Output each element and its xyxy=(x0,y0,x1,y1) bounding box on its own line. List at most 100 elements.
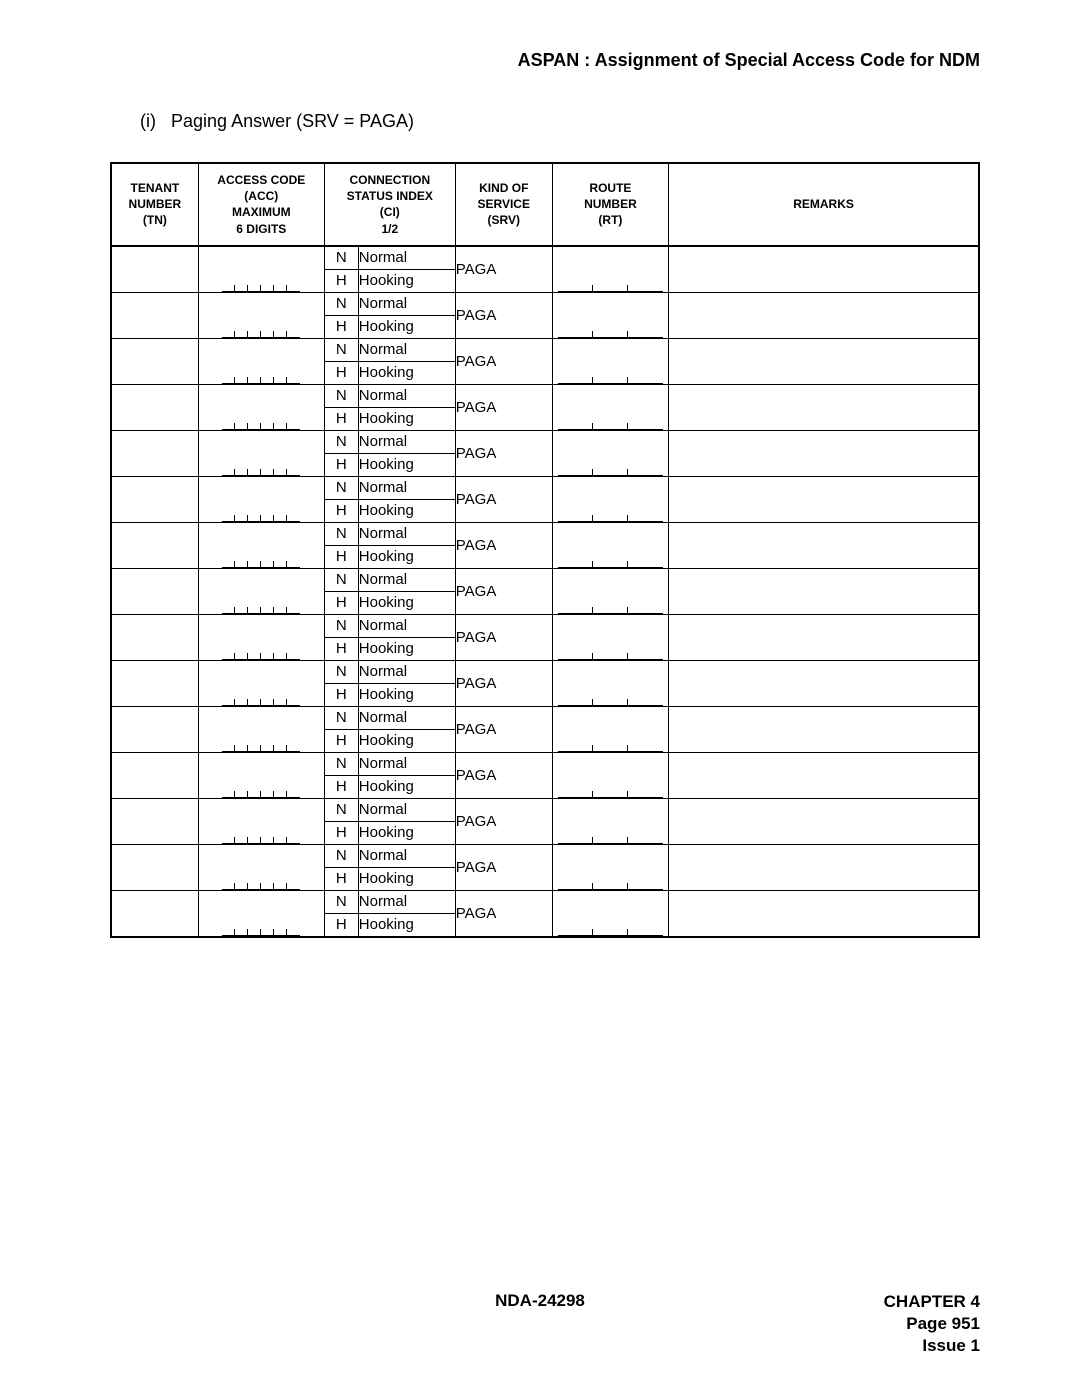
document-header: ASPAN : Assignment of Special Access Cod… xyxy=(110,50,980,71)
cell-ci-code: N xyxy=(324,384,358,407)
table-row: NNormalPAGA xyxy=(111,338,979,361)
cell-acc xyxy=(198,660,324,706)
cell-ci-label: Normal xyxy=(358,568,455,591)
cell-rt xyxy=(552,706,668,752)
table-row: NNormalPAGA xyxy=(111,568,979,591)
table-row: NNormalPAGA xyxy=(111,890,979,913)
cell-ci-code: H xyxy=(324,821,358,844)
cell-srv: PAGA xyxy=(455,246,552,293)
cell-rt xyxy=(552,890,668,937)
cell-ci-code: N xyxy=(324,706,358,729)
page-footer: NDA-24298 CHAPTER 4 Page 951 Issue 1 xyxy=(100,1291,980,1357)
cell-ci-label: Normal xyxy=(358,614,455,637)
cell-ci-label: Normal xyxy=(358,706,455,729)
cell-ci-code: H xyxy=(324,315,358,338)
table-row: NNormalPAGA xyxy=(111,798,979,821)
cell-ci-code: N xyxy=(324,476,358,499)
cell-ci-code: N xyxy=(324,522,358,545)
cell-remarks xyxy=(669,844,979,890)
table-row: NNormalPAGA xyxy=(111,384,979,407)
cell-srv: PAGA xyxy=(455,660,552,706)
cell-ci-code: N xyxy=(324,430,358,453)
cell-ci-label: Normal xyxy=(358,384,455,407)
cell-ci-label: Hooking xyxy=(358,821,455,844)
cell-remarks xyxy=(669,706,979,752)
cell-remarks xyxy=(669,568,979,614)
cell-remarks xyxy=(669,890,979,937)
footer-chapter: CHAPTER 4 xyxy=(884,1291,980,1313)
cell-tn xyxy=(111,614,198,660)
cell-ci-code: H xyxy=(324,591,358,614)
cell-tn xyxy=(111,292,198,338)
footer-doc-no: NDA-24298 xyxy=(495,1291,585,1311)
footer-issue: Issue 1 xyxy=(884,1335,980,1357)
section-index: (i) xyxy=(140,111,156,131)
cell-rt xyxy=(552,568,668,614)
cell-srv: PAGA xyxy=(455,706,552,752)
cell-remarks xyxy=(669,430,979,476)
cell-tn xyxy=(111,476,198,522)
col-ci: CONNECTION STATUS INDEX (CI) 1/2 xyxy=(324,163,455,246)
cell-tn xyxy=(111,844,198,890)
cell-remarks xyxy=(669,292,979,338)
cell-ci-label: Hooking xyxy=(358,591,455,614)
cell-ci-code: N xyxy=(324,568,358,591)
table-row: NNormalPAGA xyxy=(111,246,979,270)
table-row: NNormalPAGA xyxy=(111,706,979,729)
cell-srv: PAGA xyxy=(455,522,552,568)
cell-rt xyxy=(552,614,668,660)
cell-acc xyxy=(198,798,324,844)
cell-remarks xyxy=(669,660,979,706)
cell-srv: PAGA xyxy=(455,292,552,338)
cell-remarks xyxy=(669,798,979,844)
cell-tn xyxy=(111,798,198,844)
cell-rt xyxy=(552,384,668,430)
cell-ci-code: H xyxy=(324,499,358,522)
cell-srv: PAGA xyxy=(455,752,552,798)
cell-ci-code: N xyxy=(324,246,358,270)
cell-remarks xyxy=(669,384,979,430)
col-acc: ACCESS CODE (ACC) MAXIMUM 6 DIGITS xyxy=(198,163,324,246)
cell-srv: PAGA xyxy=(455,476,552,522)
cell-ci-label: Normal xyxy=(358,338,455,361)
cell-acc xyxy=(198,752,324,798)
cell-tn xyxy=(111,430,198,476)
cell-ci-label: Hooking xyxy=(358,407,455,430)
cell-ci-code: H xyxy=(324,453,358,476)
cell-ci-label: Hooking xyxy=(358,913,455,937)
cell-remarks xyxy=(669,338,979,384)
section-label: (i) Paging Answer (SRV = PAGA) xyxy=(140,111,980,132)
cell-ci-label: Normal xyxy=(358,476,455,499)
cell-tn xyxy=(111,890,198,937)
col-remarks: REMARKS xyxy=(669,163,979,246)
cell-rt xyxy=(552,752,668,798)
cell-tn xyxy=(111,246,198,293)
cell-acc xyxy=(198,568,324,614)
col-rt: ROUTE NUMBER (RT) xyxy=(552,163,668,246)
cell-ci-label: Normal xyxy=(358,752,455,775)
cell-remarks xyxy=(669,246,979,293)
section-text: Paging Answer (SRV = PAGA) xyxy=(171,111,414,131)
cell-ci-code: H xyxy=(324,867,358,890)
cell-ci-label: Hooking xyxy=(358,683,455,706)
cell-rt xyxy=(552,844,668,890)
cell-tn xyxy=(111,522,198,568)
aspan-table: TENANT NUMBER (TN) ACCESS CODE (ACC) MAX… xyxy=(110,162,980,938)
cell-rt xyxy=(552,246,668,293)
cell-ci-label: Normal xyxy=(358,292,455,315)
cell-rt xyxy=(552,338,668,384)
cell-remarks xyxy=(669,522,979,568)
cell-acc xyxy=(198,614,324,660)
cell-remarks xyxy=(669,614,979,660)
cell-ci-label: Hooking xyxy=(358,361,455,384)
cell-ci-code: N xyxy=(324,844,358,867)
table-row: NNormalPAGA xyxy=(111,660,979,683)
cell-ci-code: N xyxy=(324,614,358,637)
cell-acc xyxy=(198,430,324,476)
cell-remarks xyxy=(669,476,979,522)
table-row: NNormalPAGA xyxy=(111,522,979,545)
cell-rt xyxy=(552,430,668,476)
cell-acc xyxy=(198,246,324,293)
cell-ci-code: H xyxy=(324,729,358,752)
cell-acc xyxy=(198,844,324,890)
